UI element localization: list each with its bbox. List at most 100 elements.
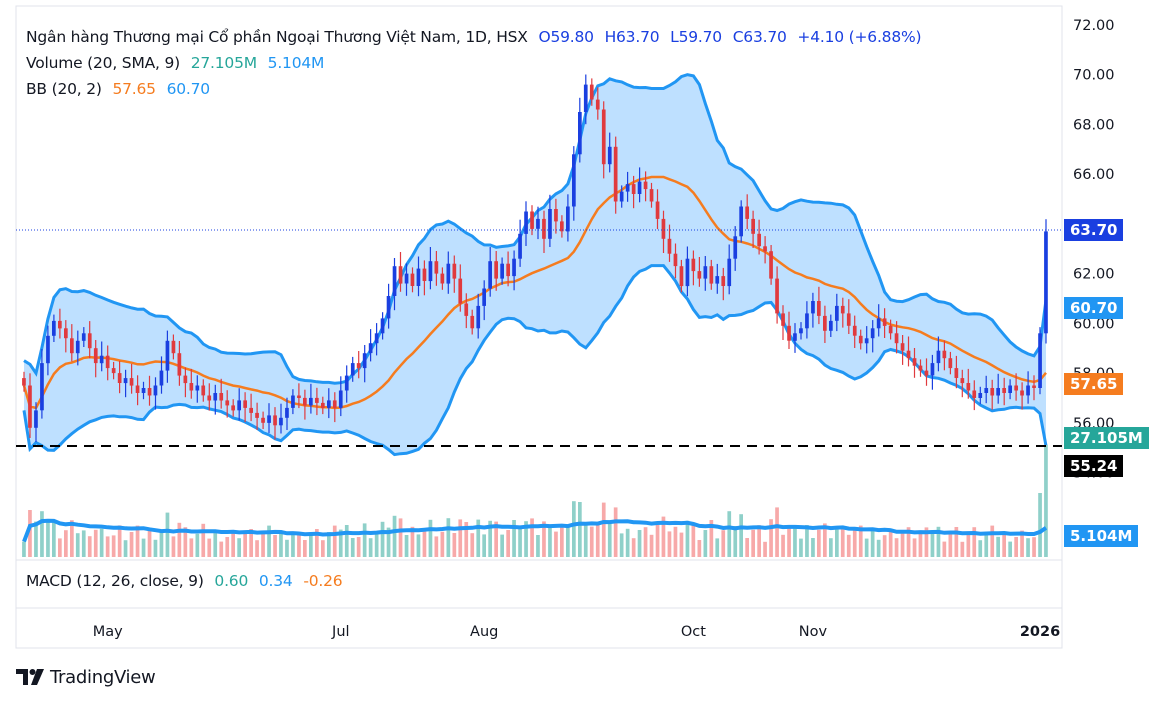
candle-body [392, 266, 397, 296]
volume-bar [374, 531, 379, 557]
candle-body [93, 348, 98, 364]
volume-bar [123, 540, 128, 557]
volume-bar [147, 530, 152, 557]
candle-body [1014, 385, 1018, 391]
volume-bar [34, 521, 38, 557]
candle-body [476, 305, 481, 329]
volume-bar [757, 525, 761, 557]
volume-ma-value: 5.104M [267, 54, 325, 72]
volume-bar [703, 530, 708, 557]
volume-bar [888, 528, 893, 557]
tradingview-brand[interactable]: TradingView [16, 664, 156, 690]
volume-bar [924, 527, 929, 557]
support-tag: 55.24 [1064, 455, 1124, 477]
volume-bar [727, 511, 732, 557]
candle-body [255, 412, 259, 418]
candle-body [380, 318, 385, 334]
candle-body [356, 363, 361, 369]
volume-bar [117, 525, 122, 557]
candle-body [64, 328, 68, 339]
candle-body [75, 340, 80, 354]
candle-body [1032, 385, 1036, 388]
volume-bar [386, 527, 391, 557]
time-axis: May Jul Aug Oct Nov 2026 [93, 624, 1060, 640]
candle-body [153, 385, 158, 396]
candle-body [297, 395, 301, 398]
candle-body [398, 266, 403, 284]
candle-body [733, 236, 738, 259]
volume-bar [327, 532, 331, 557]
volume-bar [852, 530, 857, 557]
volume-bar [321, 540, 325, 557]
candle-body [852, 325, 857, 336]
bb-basis-line [22, 175, 1047, 410]
volume-bar [560, 527, 564, 557]
candle-body [972, 390, 977, 398]
volume-bar [805, 525, 809, 557]
bb-basis-tag: 57.65 [1064, 373, 1124, 395]
candle-body [667, 238, 672, 254]
candle-body [655, 201, 660, 219]
price-tick-label: 60.00 [1073, 316, 1115, 332]
candle-body [500, 263, 504, 279]
candle-body [58, 320, 62, 329]
volume-bar [392, 515, 397, 557]
candle-body [739, 206, 743, 237]
volume-bar [691, 525, 696, 557]
candle-body [386, 296, 391, 319]
candle-body [22, 378, 26, 386]
volume-bar [625, 528, 630, 557]
candle-body [524, 211, 528, 234]
volume-bar [667, 531, 672, 557]
candle-body [231, 405, 235, 411]
volume-bar [452, 533, 457, 557]
volume-bar [506, 530, 510, 557]
volume-bar [279, 530, 283, 557]
volume-bar [787, 526, 791, 557]
candle-body [344, 375, 349, 391]
candle-body [530, 211, 534, 229]
volume-bar [530, 518, 534, 557]
volume-bar [434, 536, 439, 557]
candle-body [566, 206, 570, 232]
volume-bar [482, 534, 486, 557]
candle-body [542, 218, 546, 239]
candle-body [619, 191, 624, 202]
candle-body [691, 258, 696, 272]
volume-bar [601, 502, 606, 557]
volume-bar [1044, 445, 1048, 557]
volume-bar [183, 527, 188, 557]
candle-body [697, 271, 702, 279]
volume-bar [655, 524, 660, 557]
volume-bar [631, 538, 636, 557]
candle-body [721, 276, 726, 286]
last-price-tag: 63.70 [1064, 219, 1124, 241]
volume-bar [141, 538, 146, 557]
candle-body [464, 303, 469, 316]
volume-bar [715, 538, 720, 557]
macd-value: 0.60 [214, 572, 249, 590]
candle-body [835, 305, 839, 321]
candle-body [781, 313, 785, 326]
volume-bar [840, 527, 845, 557]
volume-bar [64, 530, 68, 557]
volume-bar [398, 518, 403, 557]
candle-body [159, 370, 164, 386]
candle-body [589, 84, 594, 100]
volume-bar [697, 540, 702, 557]
volume-bar [362, 523, 367, 557]
volume-bar [906, 527, 911, 557]
candle-body [207, 395, 212, 401]
candle-body [309, 397, 313, 406]
volume-bar [685, 520, 690, 557]
volume-bar [380, 521, 385, 557]
candle-body [876, 318, 881, 329]
volume-bar [936, 526, 941, 557]
volume-bar [58, 538, 62, 557]
bb-upper-tag: 60.70 [1064, 297, 1124, 319]
volume-bar [494, 521, 498, 557]
macd-hist-value: -0.26 [303, 572, 343, 590]
candle-body [978, 393, 983, 398]
candle-body [237, 400, 241, 411]
